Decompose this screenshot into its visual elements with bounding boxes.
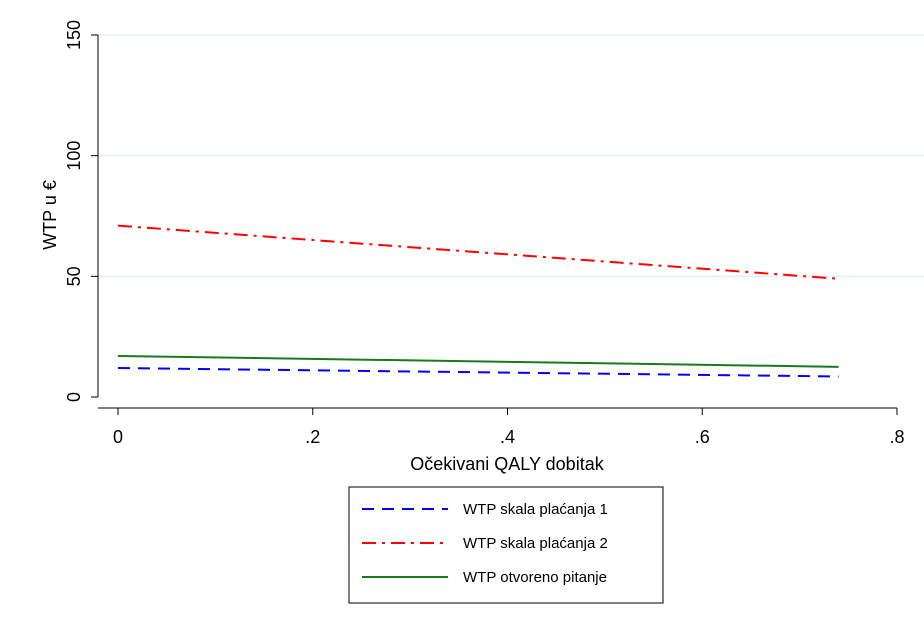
- series-lines: [117, 224, 839, 378]
- y-tick-label: 150: [64, 20, 84, 50]
- gridlines: [98, 34, 924, 278]
- x-axis-label: Očekivani QALY dobitak: [410, 454, 604, 474]
- series-line: [117, 354, 839, 368]
- x-tick-label: .2: [305, 427, 320, 447]
- legend-label: WTP otvoreno pitanje: [463, 569, 607, 586]
- legend-label: WTP skala plaćanja 2: [463, 535, 608, 552]
- legend: WTP skala plaćanja 1 WTP skala plaćanja 2…: [348, 486, 664, 604]
- y-axis-label: WTP u €: [40, 180, 60, 250]
- y-tick-label: 50: [64, 266, 84, 286]
- series-line: [117, 224, 839, 280]
- x-tick-label: 0: [113, 427, 123, 447]
- legend-box: [348, 486, 664, 604]
- y-axis-ticks: 0 50 100 150: [64, 20, 98, 402]
- x-tick-label: .4: [500, 427, 515, 447]
- y-tick-label: 0: [64, 392, 84, 402]
- legend-label: WTP skala plaćanja 1: [463, 501, 608, 518]
- x-tick-label: .8: [889, 427, 904, 447]
- y-tick-label: 100: [64, 141, 84, 171]
- x-axis-ticks: 0 .2 .4 .6 .8: [113, 408, 905, 447]
- series-line: [117, 367, 839, 378]
- x-tick-label: .6: [695, 427, 710, 447]
